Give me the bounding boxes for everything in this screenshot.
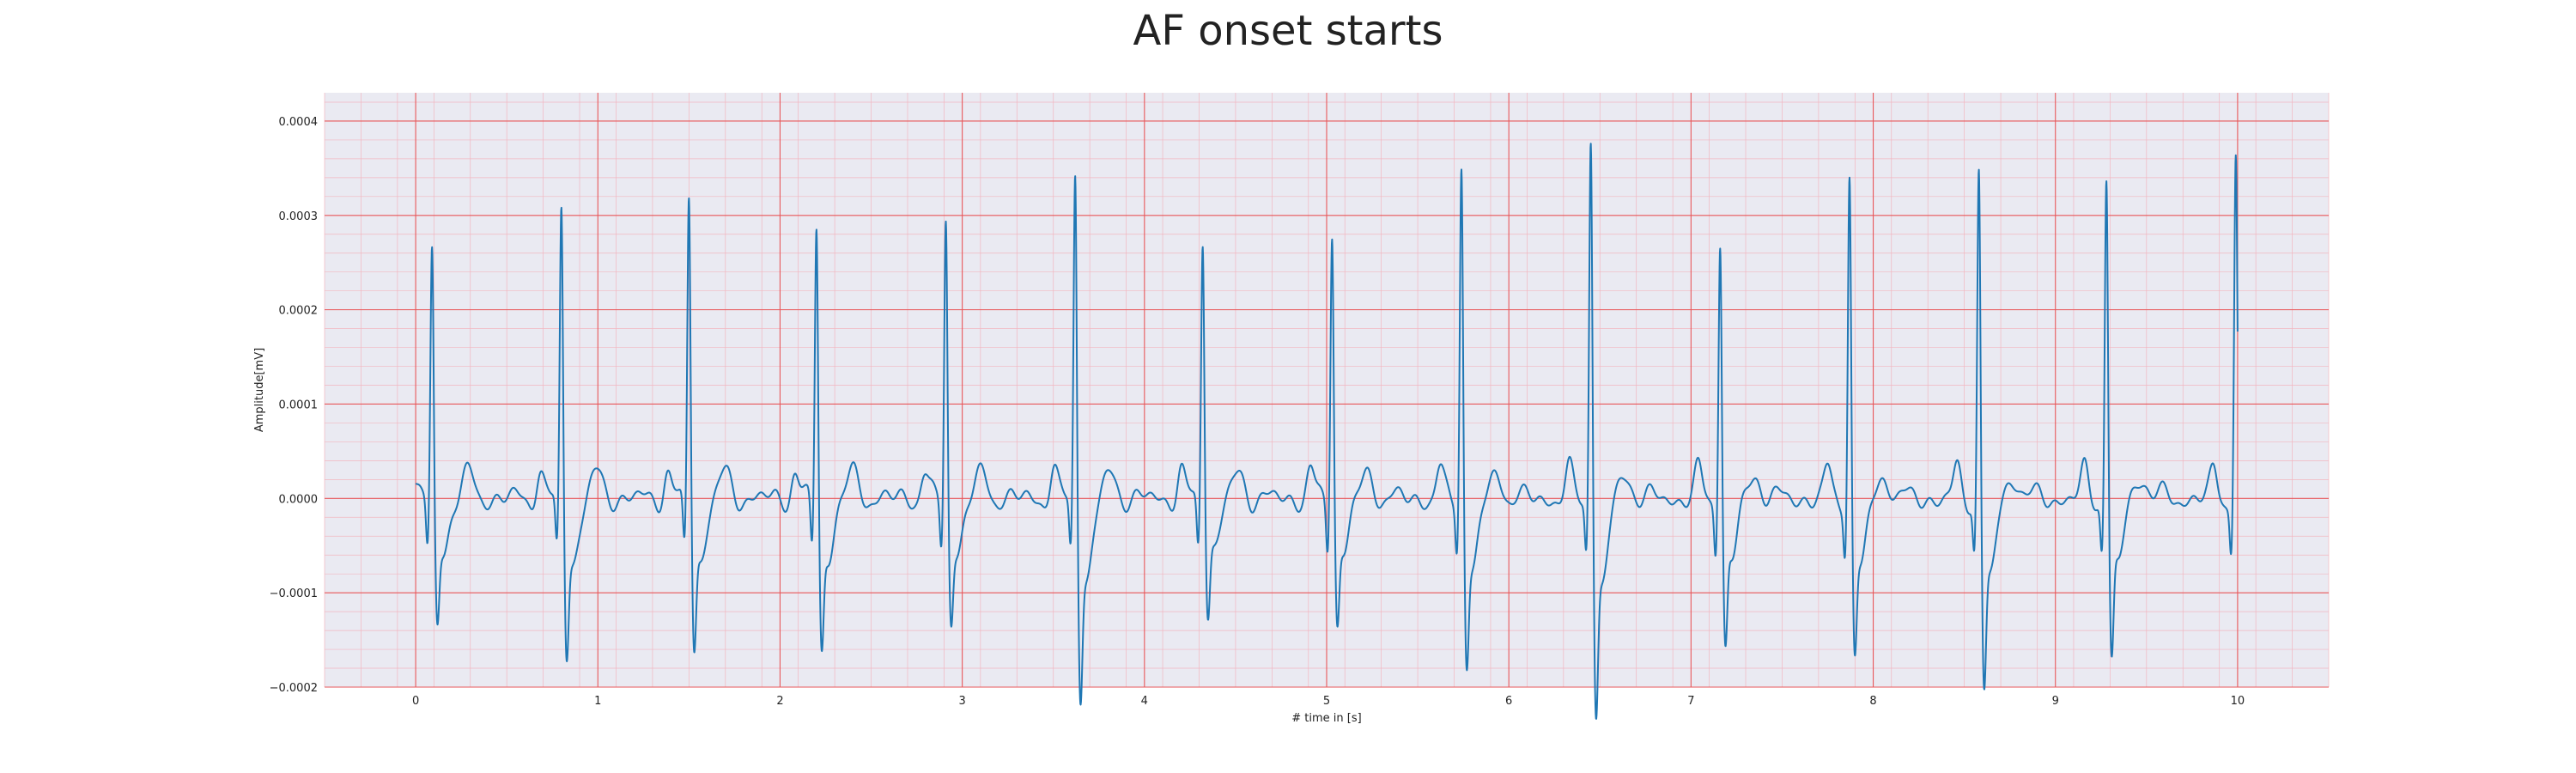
x-tick-label: 5 — [1323, 695, 1330, 708]
x-axis-ticks: 0 1 2 3 4 5 6 7 8 9 10 — [412, 695, 2245, 708]
x-tick-label: 1 — [594, 695, 601, 708]
x-tick-label: 3 — [958, 695, 965, 708]
x-tick-label: 9 — [2052, 695, 2059, 708]
x-tick-label: 0 — [412, 695, 419, 708]
y-tick-label: 0.0004 — [279, 116, 319, 129]
y-tick-label: −0.0002 — [270, 682, 318, 695]
y-tick-label: −0.0001 — [270, 587, 318, 600]
y-tick-label: 0.0001 — [279, 399, 319, 411]
x-tick-label: 10 — [2231, 695, 2245, 708]
x-tick-label: 8 — [1869, 695, 1876, 708]
y-tick-label: 0.0000 — [279, 493, 319, 506]
y-axis-ticks: −0.0002 −0.0001 0.0000 0.0001 0.0002 0.0003 0.… — [270, 116, 318, 695]
x-axis-label: # time in [s] — [1291, 712, 1361, 725]
chart-title: AF onset starts — [1133, 7, 1443, 55]
y-tick-label: 0.0002 — [279, 305, 319, 318]
x-tick-label: 6 — [1505, 695, 1512, 708]
y-tick-label: 0.0003 — [279, 210, 319, 223]
major-grid — [325, 93, 2329, 688]
ecg-trace-line — [415, 143, 2239, 720]
x-tick-label: 2 — [776, 695, 783, 708]
y-axis-label: Amplitude[mV] — [253, 348, 266, 432]
x-tick-label: 7 — [1687, 695, 1694, 708]
x-tick-label: 4 — [1141, 695, 1148, 708]
